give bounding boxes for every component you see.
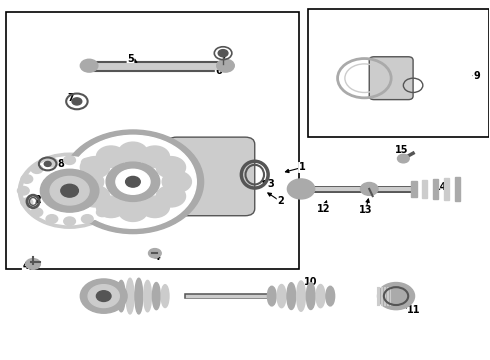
Circle shape [40,169,99,212]
Circle shape [361,183,378,195]
Ellipse shape [161,285,169,307]
Circle shape [19,153,121,228]
Circle shape [162,171,192,193]
Text: 11: 11 [407,305,421,315]
Text: 7: 7 [220,52,227,62]
Ellipse shape [268,286,276,306]
Text: 5: 5 [127,54,134,64]
Text: 10: 10 [304,277,318,287]
Circle shape [74,171,104,193]
Ellipse shape [152,283,160,310]
Circle shape [44,161,51,166]
Circle shape [62,130,203,234]
Circle shape [377,283,415,310]
Text: 13: 13 [359,205,372,215]
Text: 9: 9 [473,71,480,81]
Text: 3: 3 [268,179,274,189]
Circle shape [288,179,315,199]
Circle shape [217,59,234,72]
Text: 12: 12 [317,203,331,213]
Circle shape [81,158,93,167]
Ellipse shape [100,285,108,307]
Ellipse shape [306,283,315,310]
Circle shape [97,208,108,217]
Circle shape [106,198,118,207]
Circle shape [140,146,170,167]
Bar [455,177,460,201]
Circle shape [72,98,82,105]
Circle shape [97,146,125,167]
Circle shape [31,208,43,217]
Circle shape [397,154,409,163]
Ellipse shape [277,284,286,308]
Circle shape [31,165,43,174]
FancyBboxPatch shape [167,137,255,216]
Circle shape [80,59,98,72]
Ellipse shape [287,283,295,310]
Circle shape [110,186,122,195]
Circle shape [88,285,119,307]
Circle shape [26,258,40,269]
Text: 4: 4 [23,261,29,271]
Circle shape [64,217,75,226]
Circle shape [125,176,140,187]
Text: 2: 2 [35,195,41,204]
Circle shape [50,176,89,205]
Text: 6: 6 [215,66,222,76]
Circle shape [156,185,186,207]
Circle shape [106,162,160,202]
Circle shape [46,158,58,167]
Ellipse shape [326,286,335,306]
Circle shape [46,215,58,223]
Circle shape [148,249,161,258]
Text: 14: 14 [434,182,447,192]
FancyBboxPatch shape [369,57,413,100]
Circle shape [118,200,147,221]
Ellipse shape [135,278,143,314]
Ellipse shape [144,280,151,312]
Circle shape [218,50,228,57]
Circle shape [140,196,170,217]
Text: 4: 4 [154,252,161,262]
Ellipse shape [126,278,134,314]
Text: 1: 1 [298,162,305,172]
Ellipse shape [316,284,325,308]
Circle shape [80,185,110,207]
Circle shape [70,135,196,228]
Circle shape [21,198,33,207]
Circle shape [97,165,108,174]
Circle shape [106,175,118,183]
Ellipse shape [296,281,305,311]
Circle shape [80,157,110,178]
Text: 15: 15 [395,145,409,155]
Bar [433,179,439,199]
Circle shape [81,215,93,223]
Bar [421,180,427,198]
Ellipse shape [117,280,125,312]
Circle shape [21,175,33,183]
Circle shape [24,157,116,225]
Bar [411,181,416,197]
Text: 8: 8 [57,159,64,169]
Circle shape [64,156,75,165]
Bar [443,178,449,200]
Circle shape [118,142,147,163]
Circle shape [80,279,127,313]
FancyBboxPatch shape [308,9,489,137]
Text: 7: 7 [68,93,74,103]
Circle shape [116,169,150,194]
Circle shape [156,157,186,178]
Circle shape [97,196,125,217]
Circle shape [18,186,29,195]
FancyBboxPatch shape [6,12,298,269]
Ellipse shape [109,283,116,310]
Text: 2: 2 [277,197,284,206]
Circle shape [97,291,111,301]
Circle shape [61,184,78,197]
